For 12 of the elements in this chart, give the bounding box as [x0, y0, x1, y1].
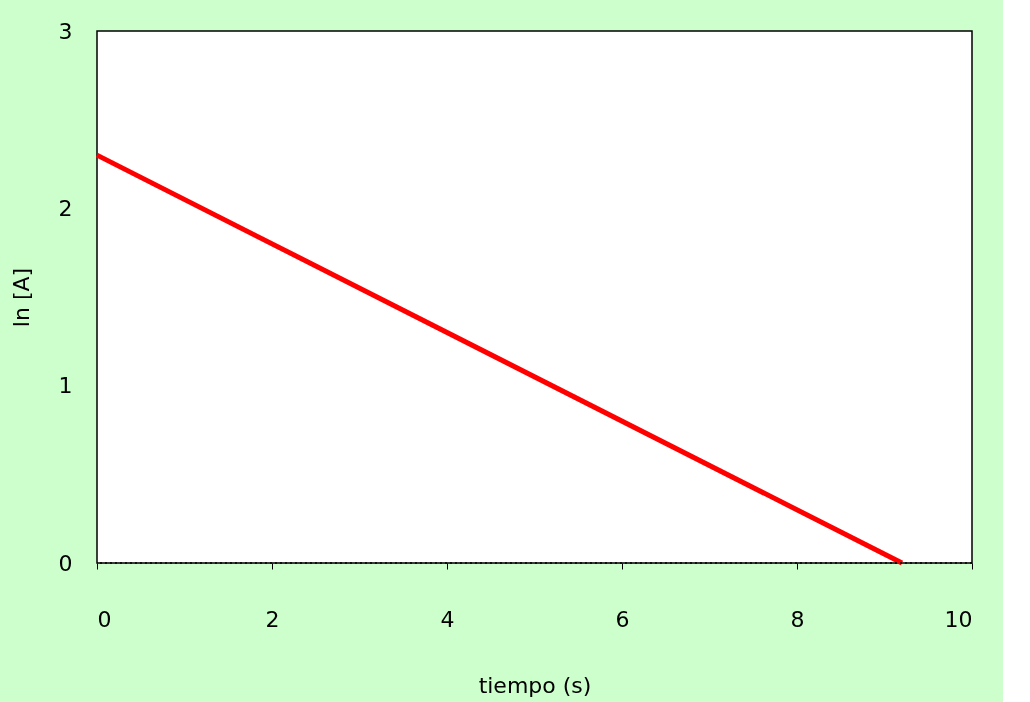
x-axis-title: tiempo (s): [478, 672, 592, 698]
x-tick-label: 2: [265, 606, 280, 632]
y-tick-label: 0: [58, 550, 73, 576]
y-axis-title: ln [A]: [8, 267, 34, 328]
x-tick-label: 4: [440, 606, 455, 632]
y-tick-label: 3: [58, 18, 73, 44]
y-tick-label: 2: [58, 195, 73, 221]
x-tick-label: 6: [615, 606, 630, 632]
x-tick-label: 0: [97, 606, 112, 632]
x-tick-label: 10: [944, 606, 973, 632]
y-tick-label: 1: [58, 373, 73, 399]
x-tick-label: 8: [790, 606, 805, 632]
